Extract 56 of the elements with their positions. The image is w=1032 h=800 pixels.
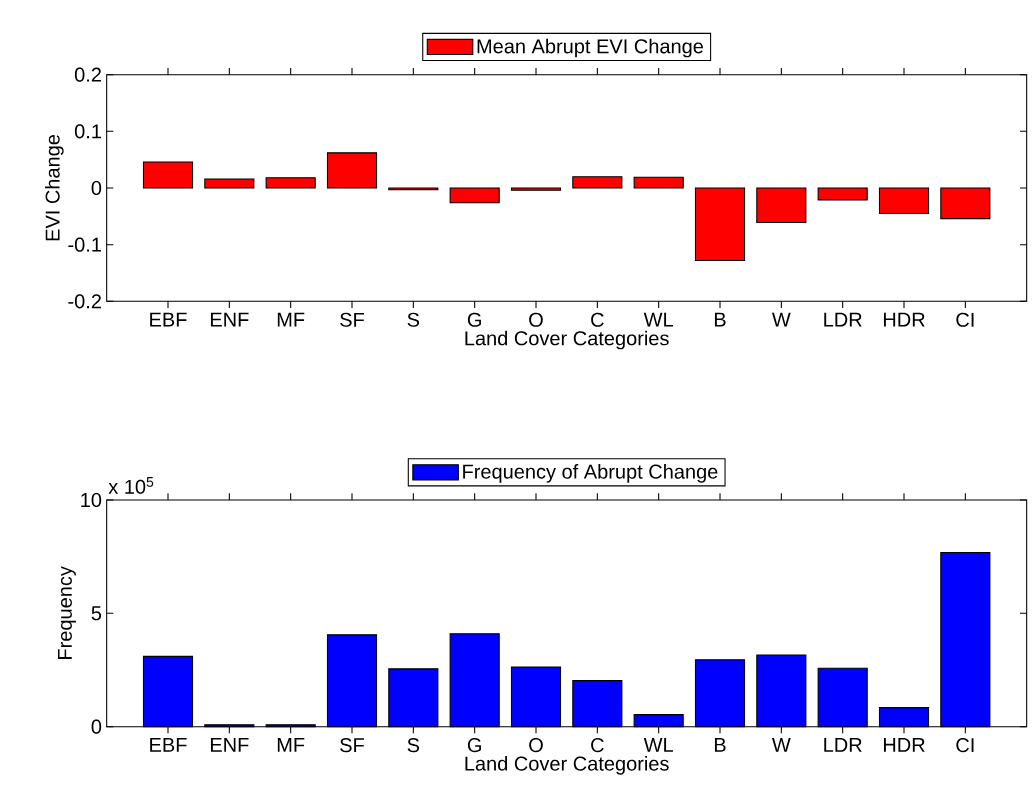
bar <box>694 187 746 262</box>
x-tick-label: C <box>591 312 604 327</box>
legend-label: Mean Abrupt EVI Change <box>477 38 703 58</box>
x-tick-label: WL <box>643 738 674 752</box>
text: x 10$^{5}$ <box>108 477 154 494</box>
x-tick-label: MF <box>277 738 305 752</box>
x-tick-label: C <box>591 738 604 753</box>
x-tick-label: G <box>467 312 481 327</box>
bar <box>326 152 378 189</box>
x-tick-label: EBF <box>150 312 187 327</box>
y-tick-label: 0 <box>91 719 102 734</box>
x-tick-label: B <box>714 312 726 327</box>
x-tick-label: O <box>529 738 543 753</box>
y-tick-label: 0 <box>91 180 102 196</box>
y-axis-title: Frequency <box>57 566 76 659</box>
bar <box>756 187 807 224</box>
bar <box>510 187 562 191</box>
x-tick-label: WL <box>643 312 674 327</box>
bar <box>449 187 500 204</box>
y-tick-label: 10 <box>81 492 102 508</box>
y-tick-label: -0.1 <box>68 237 101 252</box>
bar <box>940 187 991 220</box>
bar <box>204 178 255 189</box>
x-tick-label: EBF <box>150 738 187 752</box>
x-tick-label: SF <box>340 312 364 327</box>
x-tick-label: LDR <box>824 738 862 752</box>
y-tick-label: -0.2 <box>68 294 101 309</box>
x-tick-label: ENF <box>210 312 249 327</box>
x-tick-label: ENF <box>210 738 249 752</box>
x-tick-label: LDR <box>824 312 862 327</box>
x-tick-label: W <box>771 738 791 752</box>
y-tick-label: 5 <box>91 606 102 621</box>
bar <box>572 176 623 189</box>
x-tick-label: B <box>714 738 726 752</box>
x-tick-label: W <box>771 312 791 327</box>
x-tick-label: G <box>467 738 481 753</box>
x-tick-label: MF <box>277 312 305 327</box>
legend-label: Frequency of Abrupt Change <box>463 464 718 483</box>
x-tick-label: S <box>407 312 420 327</box>
x-tick-label: HDR <box>883 312 925 327</box>
y-tick-label: 0.1 <box>74 124 101 139</box>
bar <box>633 176 684 189</box>
x-tick-label: CI <box>956 738 974 753</box>
bar <box>817 187 868 201</box>
x-tick-label: CI <box>956 312 974 327</box>
bar <box>142 161 194 189</box>
x-tick-label: S <box>407 738 420 753</box>
x-axis-title: Land Cover Categories <box>465 330 669 350</box>
x-tick-label: SF <box>340 738 364 753</box>
x-tick-label: HDR <box>883 738 925 752</box>
y-tick-label: 0.2 <box>74 67 101 82</box>
x-axis-title: Land Cover Categories <box>465 756 669 775</box>
bar <box>878 187 930 215</box>
y-axis-title: EVI Change <box>45 135 64 241</box>
bar <box>265 177 316 189</box>
x-tick-label: O <box>529 312 543 327</box>
